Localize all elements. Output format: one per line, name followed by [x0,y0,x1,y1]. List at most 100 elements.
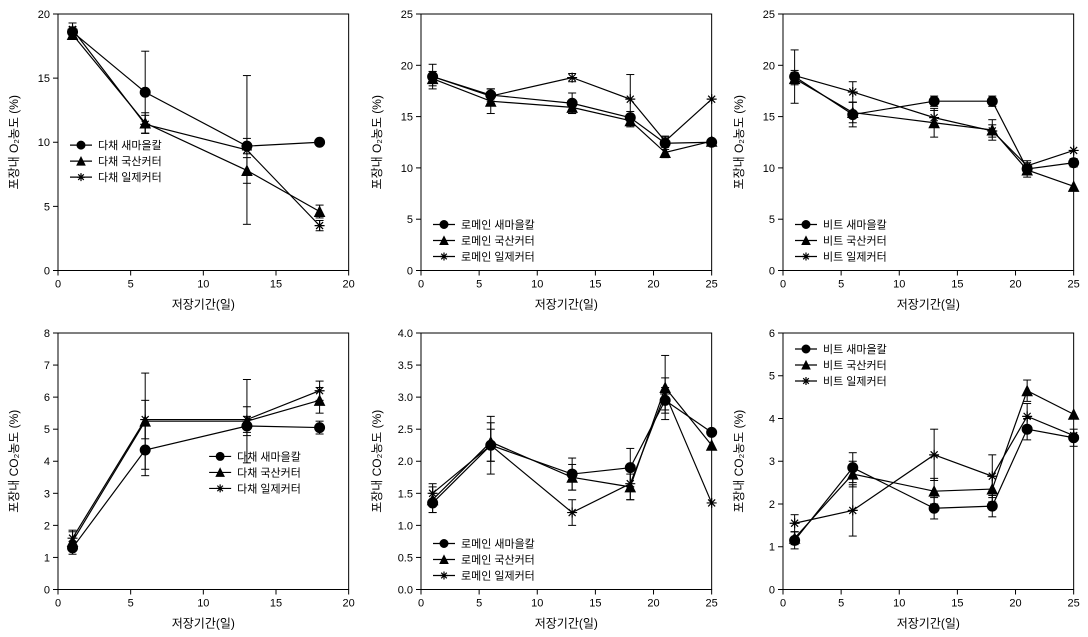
svg-text:15: 15 [589,278,601,290]
svg-text:3.0: 3.0 [397,392,412,404]
svg-text:0: 0 [769,584,775,596]
svg-text:10: 10 [400,163,412,175]
svg-text:15: 15 [763,112,775,124]
svg-text:15: 15 [38,73,50,85]
svg-text:15: 15 [952,278,964,290]
svg-text:7: 7 [44,360,50,372]
svg-text:25: 25 [400,9,412,21]
svg-text:15: 15 [589,597,601,609]
svg-text:25: 25 [1068,278,1080,290]
svg-text:10: 10 [893,597,905,609]
svg-text:0: 0 [780,597,786,609]
svg-text:비트 국산커터: 비트 국산커터 [823,359,887,372]
svg-text:5: 5 [128,597,134,609]
svg-text:0: 0 [418,597,424,609]
svg-text:다채 일제커터: 다채 일제커터 [98,170,162,184]
svg-text:다채 새마을칼: 다채 새마을칼 [237,450,301,463]
svg-text:15: 15 [270,597,282,609]
svg-text:5: 5 [128,278,134,290]
svg-text:10: 10 [197,597,209,609]
svg-text:5: 5 [769,214,775,226]
svg-text:10: 10 [763,163,775,175]
svg-text:포장내 CO₂농도 (%): 포장내 CO₂농도 (%) [370,409,384,512]
svg-text:다채 국산커터: 다채 국산커터 [98,155,162,168]
svg-text:1.5: 1.5 [397,488,412,500]
svg-text:20: 20 [647,597,659,609]
svg-text:저장기간(일): 저장기간(일) [897,297,960,311]
svg-text:10: 10 [38,137,50,149]
svg-text:3.5: 3.5 [397,360,412,372]
panel-4: 05101520250.00.51.01.52.02.53.03.54.0저장기… [363,319,726,637]
svg-text:6: 6 [44,392,50,404]
chart-grid: 0510152005101520저장기간(일)포장내 O₂농도 (%)다채 새마… [0,0,1088,637]
panel-2: 0 5 10 15 20 25 0 5 10 15 20 25 저장기간(일) 포장내 O₂농도 (%) 비… [725,0,1088,319]
panel-3: 05101520012345678저장기간(일)포장내 CO₂농도 (%)다채 … [0,319,363,637]
svg-text:10: 10 [893,278,905,290]
svg-text:20: 20 [647,278,659,290]
svg-text:20: 20 [343,278,355,290]
svg-text:로메인 일제커터: 로메인 일제커터 [461,249,535,263]
svg-text:6: 6 [769,328,775,340]
panel-0: 0510152005101520저장기간(일)포장내 O₂농도 (%)다채 새마… [0,0,363,319]
svg-text:5: 5 [838,597,844,609]
svg-text:로메인 국산커터: 로메인 국산커터 [461,234,535,247]
svg-text:0: 0 [55,278,61,290]
svg-text:1: 1 [44,552,50,564]
svg-text:다채 국산커터: 다채 국산커터 [237,466,301,479]
svg-text:0: 0 [780,278,786,290]
svg-text:25: 25 [705,278,717,290]
svg-text:비트 일제커터: 비트 일제커터 [823,374,887,388]
svg-text:저장기간(일): 저장기간(일) [534,297,597,311]
svg-text:5: 5 [44,424,50,436]
svg-text:15: 15 [270,278,282,290]
svg-text:비트 새마을칼: 비트 새마을칼 [823,343,887,356]
svg-text:저장기간(일): 저장기간(일) [897,616,960,630]
svg-text:4: 4 [44,456,50,468]
svg-text:25: 25 [705,597,717,609]
svg-text:3: 3 [769,456,775,468]
svg-text:20: 20 [343,597,355,609]
svg-text:로메인 일제커터: 로메인 일제커터 [461,568,535,582]
svg-text:10: 10 [531,597,543,609]
svg-text:비트 일제커터: 비트 일제커터 [823,249,887,263]
svg-text:10: 10 [197,278,209,290]
svg-text:포장내 O₂농도 (%): 포장내 O₂농도 (%) [732,95,746,189]
svg-text:2: 2 [769,498,775,510]
svg-text:비트 국산커터: 비트 국산커터 [823,234,887,247]
svg-text:0: 0 [44,584,50,596]
svg-text:5: 5 [476,597,482,609]
svg-text:20: 20 [1010,597,1022,609]
svg-text:8: 8 [44,328,50,340]
panel-5: 05101520250123456저장기간(일)포장내 CO₂농도 (%)비트 … [725,319,1088,637]
svg-text:20: 20 [1010,278,1022,290]
svg-text:25: 25 [763,9,775,21]
svg-text:25: 25 [1068,597,1080,609]
svg-text:로메인 새마을칼: 로메인 새마을칼 [461,537,535,550]
svg-text:15: 15 [400,112,412,124]
svg-text:비트 새마을칼: 비트 새마을칼 [823,218,887,231]
svg-text:로메인 새마을칼: 로메인 새마을칼 [461,218,535,231]
svg-text:3: 3 [44,488,50,500]
svg-text:0: 0 [769,265,775,277]
svg-text:15: 15 [952,597,964,609]
svg-text:0.0: 0.0 [397,584,412,596]
svg-text:저장기간(일): 저장기간(일) [534,616,597,630]
svg-text:포장내 O₂농도 (%): 포장내 O₂농도 (%) [370,95,384,189]
svg-text:20: 20 [400,60,412,72]
svg-text:0: 0 [55,597,61,609]
svg-text:5: 5 [838,278,844,290]
svg-text:5: 5 [44,201,50,213]
svg-text:5: 5 [769,370,775,382]
svg-text:1.0: 1.0 [397,520,412,532]
svg-text:포장내 CO₂농도 (%): 포장내 CO₂농도 (%) [732,409,746,512]
svg-text:2.5: 2.5 [397,424,412,436]
svg-text:포장내 CO₂농도 (%): 포장내 CO₂농도 (%) [7,409,21,512]
svg-text:저장기간(일): 저장기간(일) [172,616,235,630]
svg-text:포장내 O₂농도 (%): 포장내 O₂농도 (%) [7,95,21,189]
svg-text:10: 10 [531,278,543,290]
svg-text:0: 0 [44,265,50,277]
svg-text:20: 20 [763,60,775,72]
svg-text:4.0: 4.0 [397,328,412,340]
svg-text:20: 20 [38,9,50,21]
svg-text:로메인 국산커터: 로메인 국산커터 [461,553,535,566]
